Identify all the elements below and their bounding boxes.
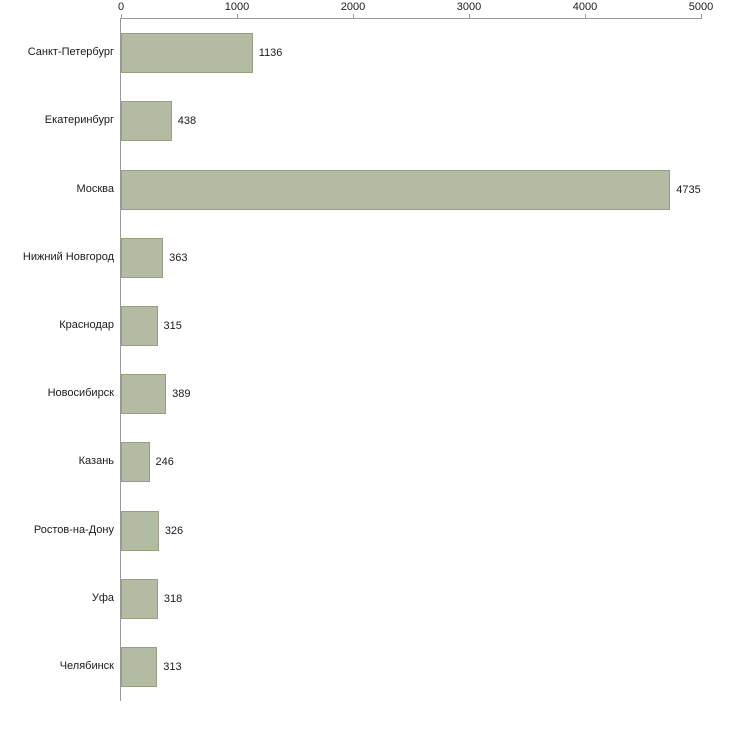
x-axis-tick-label: 2000 (340, 1, 366, 13)
value-label: 318 (163, 592, 183, 605)
value-label: 389 (172, 388, 191, 401)
x-axis-tick (701, 14, 702, 19)
bar (121, 237, 164, 278)
category-label: Челябинск (59, 659, 114, 672)
bar (121, 374, 167, 415)
category-label: Ростов-на-Дону (33, 523, 114, 536)
value-label: 438 (177, 115, 197, 128)
bar (121, 578, 158, 619)
category-label: Новосибирск (47, 387, 114, 400)
value-label: 4735 (676, 183, 701, 196)
x-axis-tick (585, 14, 586, 19)
bar (121, 442, 150, 483)
x-axis-tick (353, 14, 354, 19)
x-axis-tick-label: 1000 (224, 1, 250, 13)
bar (121, 101, 172, 142)
x-axis-tick-label: 4000 (572, 1, 598, 13)
value-label: 246 (155, 456, 174, 469)
bar (121, 305, 158, 346)
category-label: Екатеринбург (44, 114, 114, 127)
x-axis-tick (121, 14, 122, 19)
category-label: Уфа (91, 591, 114, 604)
x-axis-tick-label: 5000 (688, 1, 714, 13)
x-axis-tick-label: 3000 (456, 1, 482, 13)
value-label: 313 (163, 660, 182, 673)
category-label: Казань (78, 455, 114, 468)
value-label: 363 (169, 251, 188, 264)
bar-chart-plot-area: 0 1000 2000 3000 4000 5000 1136 438 4735 363 315 38… (118, 1, 713, 701)
category-label: Краснодар (59, 318, 114, 331)
x-axis-tick (469, 14, 470, 19)
x-axis-tick-label: 0 (117, 1, 125, 13)
value-label: 1136 (258, 47, 283, 60)
value-label: 315 (163, 319, 182, 332)
x-axis-tick (237, 14, 238, 19)
bar (121, 169, 671, 210)
category-label: Санкт-Петербург (27, 46, 114, 59)
bar (121, 510, 159, 551)
category-label: Москва (76, 182, 114, 195)
value-label: 326 (164, 524, 184, 537)
bar (121, 33, 253, 74)
category-label: Нижний Новгород (22, 250, 114, 263)
bar (121, 646, 158, 687)
